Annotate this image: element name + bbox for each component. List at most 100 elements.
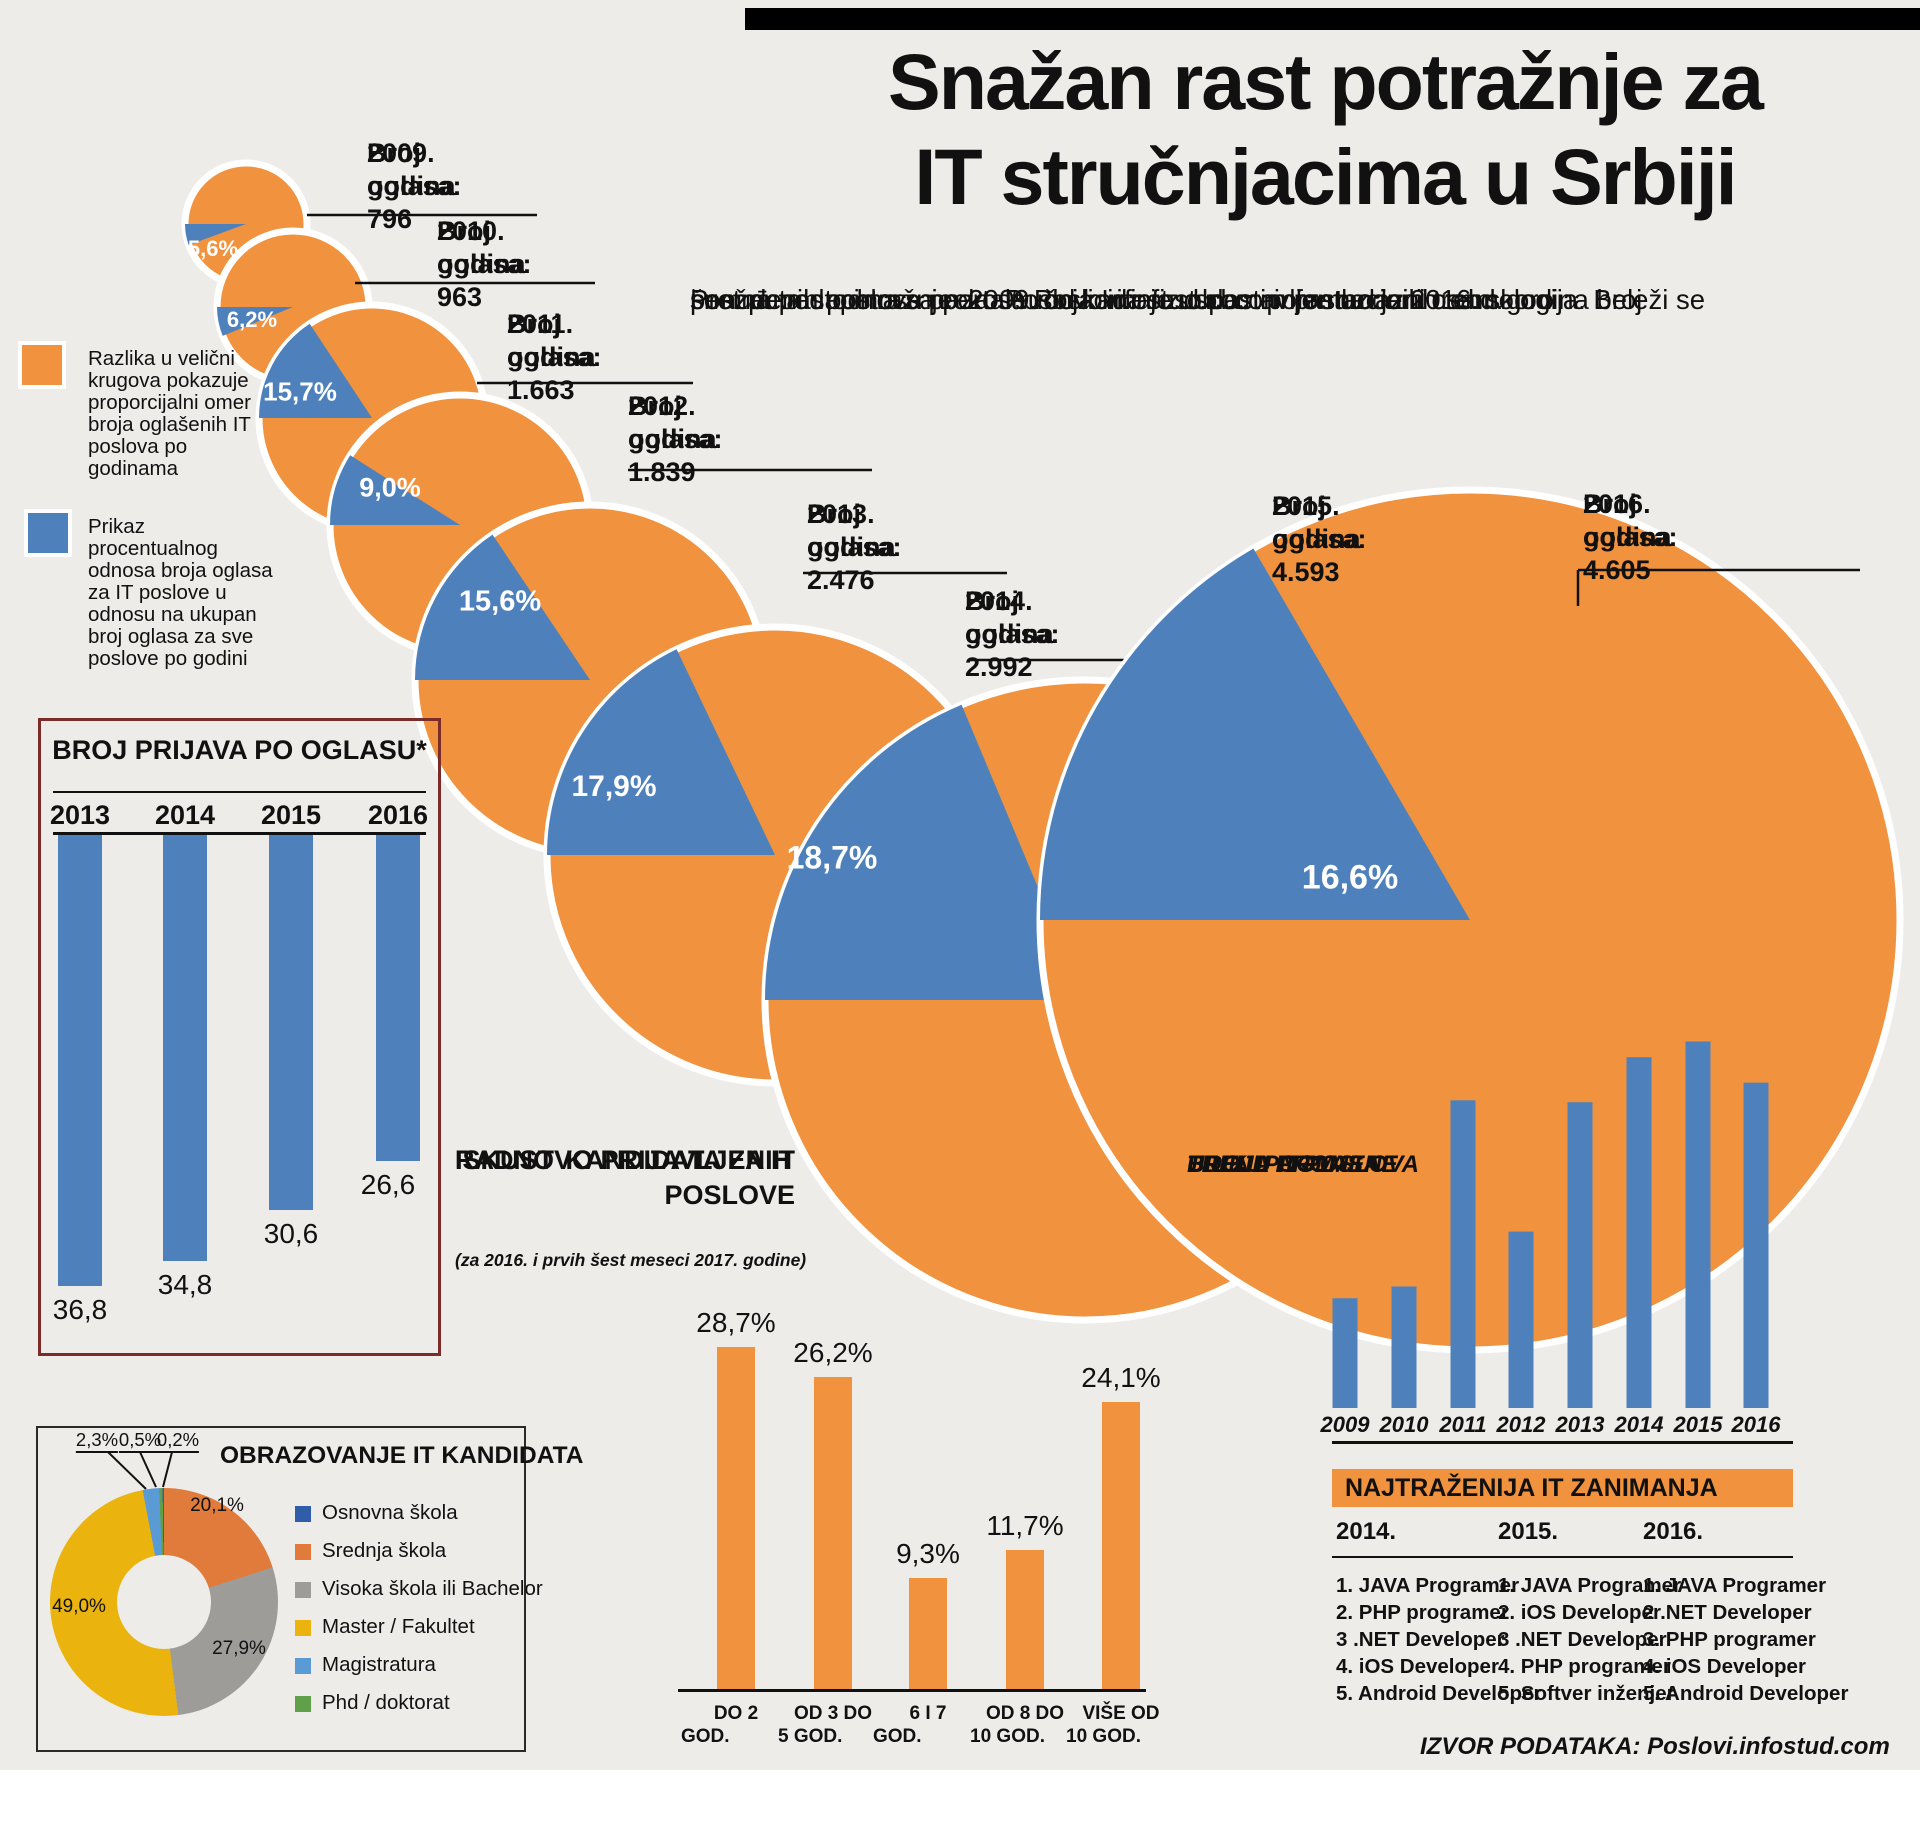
page-title: Snažan rast potražnje za IT stručnjacima… — [735, 34, 1915, 224]
pie-year-line-2015: 2015. godina — [1272, 491, 1361, 554]
zanimanja-item: 5. Android Developer — [1643, 1682, 1849, 1705]
radno-bar-4 — [1006, 1549, 1044, 1689]
donut-leader-3 — [162, 1451, 173, 1488]
zanimanja-item: 4. iOS Developer — [1643, 1655, 1806, 1678]
obrazovanje-box: OBRAZOVANJE IT KANDIDATA Osnovna škola Sr… — [36, 1426, 583, 1752]
donut-callout-4: 2,3% — [75, 1429, 119, 1453]
pie-wedge-2010 — [217, 307, 293, 336]
radno-bar-2 — [814, 1377, 852, 1689]
radno-bar-1 — [717, 1347, 755, 1689]
radno-cat-3: 6 I 7 GOD. — [873, 1703, 947, 1747]
radno-cat-2: OD 3 DO 5 GOD. — [778, 1703, 873, 1747]
zanimanja-year-2016.: 2016. — [1643, 1518, 1704, 1545]
broj-bar-2016 — [376, 835, 420, 1161]
trend-year-2013: 2013 — [1555, 1412, 1605, 1437]
pie-wedge-2013 — [414, 534, 590, 680]
pie-year-line-2016: 2016. godina — [1583, 489, 1672, 552]
zanimanja-item: 2 .NET Developer — [1643, 1601, 1812, 1624]
donut-callout-0: 0,2% — [156, 1429, 200, 1453]
broj-year-2015: 2015 — [260, 800, 322, 830]
obrazovanje-legend-label-0: Osnovna škola — [322, 1501, 458, 1524]
pie-wedge-2015 — [765, 704, 1085, 1000]
pie-wedge-2012 — [329, 455, 460, 525]
zanimanja-item: 2. iOS Developer — [1498, 1601, 1661, 1624]
zanimanja-item: 2. PHP programer — [1336, 1601, 1509, 1624]
radno-cat2-4: 10 GOD. — [970, 1726, 1045, 1747]
broj-value-2013: 36,8 — [52, 1293, 108, 1325]
pie-oglasi-line-2014: Broj oglasa: 2.992 — [965, 586, 1060, 682]
obrazovanje-legend-label-4: Magistratura — [322, 1653, 436, 1676]
obrazovanje-legend-swatch-5 — [295, 1696, 311, 1712]
broj-prijava-box: BROJ PRIJAVA PO OGLASU* 2013 2014 2015 2016… — [38, 718, 441, 1356]
zanimanja-header-bar: NAJTRAŽENIJA IT ZANIMANJA — [1332, 1469, 1793, 1507]
intro-line-4: šest puta u odnosu na 2009. od kada je u… — [690, 284, 1504, 315]
broj-prijava-title-rule — [53, 791, 426, 793]
zanimanja-rule — [1332, 1556, 1793, 1558]
radno-subtitle: (za 2016. i prvih šest meseci 2017. godi… — [455, 1250, 807, 1270]
pie-pct-label-2009: 5,6% — [187, 236, 239, 261]
pie-pct-label-2016: 16,6% — [1301, 858, 1399, 897]
broj-year-2016: 2016 — [367, 800, 429, 830]
trend-bar-2011 — [1450, 1100, 1476, 1408]
donut-hole — [117, 1555, 211, 1649]
radno-title-line: RADNO — [455, 1145, 554, 1175]
zanimanja-item: 1. JAVA Programer — [1643, 1574, 1827, 1597]
trend-year-2012: 2012 — [1496, 1412, 1546, 1437]
zanimanja-item: 3. PHP programer — [1643, 1628, 1816, 1651]
trend-title-line: U UKUPNOM — [1187, 1151, 1335, 1178]
pie-wedge-2014 — [547, 649, 775, 855]
broj-value-2016: 26,6 — [360, 1168, 416, 1200]
page-title-line1: Snažan rast potražnje za — [888, 37, 1764, 126]
zanimanja-item: 4. iOS Developer — [1336, 1655, 1499, 1678]
broj-value-2015: 30,6 — [263, 1217, 319, 1249]
donut-callout-5: 0,5% — [118, 1429, 162, 1453]
zanimanja-item: 4. PHP programer — [1498, 1655, 1671, 1678]
trend-bar-2012 — [1508, 1231, 1534, 1408]
obrazovanje-legend-label-2: Visoka škola ili Bachelor — [322, 1577, 543, 1600]
radno-bar-3 — [909, 1578, 947, 1689]
pie-pct-label-2014: 17,9% — [571, 770, 657, 803]
donut-label-1: 20,1% — [190, 1495, 244, 1516]
radno-cat-5: VIŠE OD 10 GOD. — [1066, 1703, 1160, 1747]
broj-bar-2015 — [269, 835, 313, 1210]
trend-year-2015: 2015 — [1673, 1412, 1723, 1437]
pie-year-line-2012: 2012. godina — [628, 391, 717, 454]
broj-prijava-title: BROJ PRIJAVA PO OGLASU* — [52, 735, 427, 765]
radno-cat2-3: GOD. — [873, 1726, 922, 1747]
broj-bar-2014 — [163, 835, 207, 1262]
obrazovanje-legend-label-1: Srednja škola — [322, 1539, 447, 1562]
pie-year-line-2009: 2009. godina — [367, 138, 456, 201]
zanimanja-item: 1. JAVA Programer — [1336, 1574, 1520, 1597]
obrazovanje-legend-label-5: Phd / doktorat — [322, 1691, 450, 1714]
obrazovanje-legend-swatch-3 — [295, 1620, 311, 1636]
pie-oglasi-line-2011: Broj oglasa: 1.663 — [507, 309, 602, 405]
obrazovanje-legend-swatch-1 — [295, 1544, 311, 1560]
trend-year-2009: 2009 — [1320, 1412, 1370, 1437]
trend-year-2010: 2010 — [1379, 1412, 1429, 1437]
zanimanja-item: 1. JAVA Programer — [1498, 1574, 1682, 1597]
bottom-white-strip — [0, 1770, 1920, 1839]
trend-baseline — [1332, 1441, 1793, 1444]
radno-cat2-2: 5 GOD. — [778, 1726, 843, 1747]
pie-year-line-2010: 2010. godina — [437, 216, 526, 279]
pie-pct-label-2011: 15,7% — [263, 376, 337, 407]
donut-label-2: 27,9% — [212, 1638, 266, 1659]
intro-line-3: ponuđenih poslova preko Poslovi.Infostud… — [690, 284, 1554, 315]
zanimanja-item: 5. Softver inženjer — [1498, 1682, 1675, 1705]
pie-pct-label-2015: 18,7% — [786, 839, 878, 876]
zanimanja-item: 5. Android Developer — [1336, 1682, 1542, 1705]
radno-title-line: KANDIDATA ZA IT POSLOVE — [565, 1145, 795, 1210]
trend-bar-2016 — [1743, 1082, 1769, 1408]
trend-title-line: BROJU OGLASA — [1187, 1151, 1381, 1178]
donut-label-3: 49,0% — [52, 1596, 106, 1617]
radno-cat2-5: 10 GOD. — [1066, 1726, 1141, 1747]
pie-wedge-2009 — [184, 224, 246, 245]
intro-line-1: Prema podacima sa portala Poslovi.infost… — [690, 284, 1706, 315]
donut-leader-2 — [139, 1451, 157, 1488]
radno-cat-1: DO 2 GOD. — [681, 1703, 759, 1747]
pie-oglasi-line-2012: Broj oglasa: 1.839 — [628, 391, 723, 487]
radno-cat2-1: GOD. — [681, 1726, 730, 1747]
pie-year-line-2011: 2011. godina — [507, 309, 596, 372]
obrazovanje-title: OBRAZOVANJE IT KANDIDATA — [220, 1442, 584, 1469]
